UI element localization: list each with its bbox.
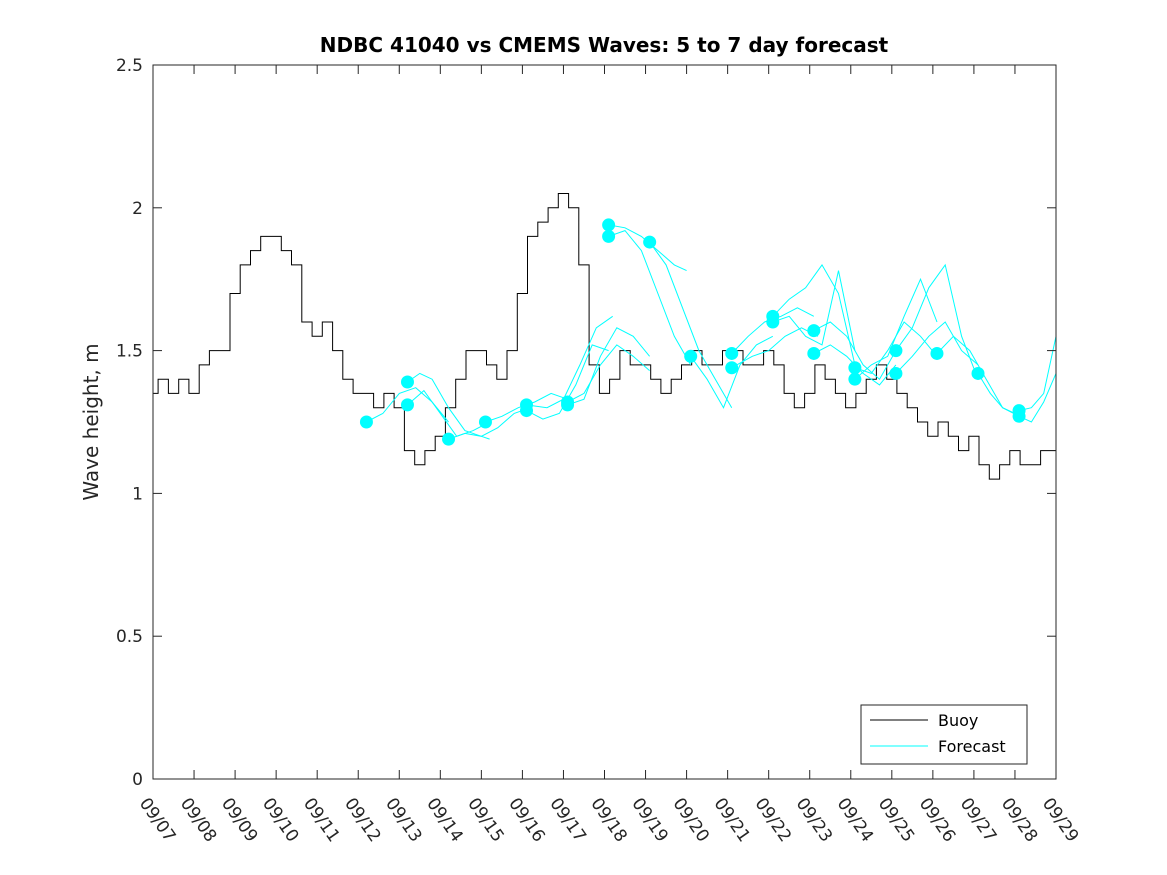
forecast-series-line	[895, 321, 979, 374]
legend-box	[860, 704, 1028, 765]
y-tick-label: 2.5	[116, 56, 143, 76]
forecast-marker	[807, 324, 821, 338]
forecast-series-line	[649, 241, 733, 408]
forecast-marker	[643, 235, 657, 249]
forecast-marker	[684, 349, 698, 363]
buoy-series-line	[153, 193, 1056, 480]
forecast-marker	[602, 229, 616, 243]
forecast-marker	[889, 344, 903, 358]
forecast-marker	[971, 366, 985, 380]
forecast-marker	[478, 415, 492, 429]
forecast-marker	[602, 218, 616, 232]
forecast-marker	[561, 398, 575, 412]
forecast-marker	[930, 346, 944, 360]
legend-buoy-label: Buoy	[938, 711, 978, 730]
forecast-marker	[400, 398, 414, 412]
forecast-marker	[889, 366, 903, 380]
y-tick-label: 0.5	[116, 627, 143, 647]
forecast-marker	[400, 375, 414, 389]
forecast-series-line	[526, 315, 613, 409]
forecast-series-line	[813, 321, 897, 380]
forecast-series-line	[1018, 373, 1057, 423]
forecast-marker	[1012, 404, 1026, 418]
y-tick-label: 1.5	[116, 342, 143, 362]
forecast-series-line	[895, 263, 979, 380]
forecast-marker	[848, 361, 862, 375]
marker-layer	[359, 218, 1026, 446]
forecast-marker	[725, 361, 739, 375]
forecast-marker	[442, 432, 456, 446]
y-tick-label: 1	[132, 484, 143, 504]
forecast-series-line	[608, 230, 692, 366]
y-tick-label: 2	[132, 199, 143, 219]
forecast-series-line	[977, 373, 1016, 414]
forecast-series-line	[567, 327, 650, 406]
y-axis: 0 0.5 1 1.5 2 2.5	[116, 56, 1056, 790]
forecast-series-line	[407, 389, 490, 437]
forecast-series-line	[567, 344, 650, 403]
forecast-series-line	[448, 407, 531, 440]
forecast-marker	[807, 346, 821, 360]
forecast-marker	[766, 315, 780, 329]
forecast-marker	[725, 346, 739, 360]
axes-background	[153, 65, 1056, 779]
y-tick-label: 0	[132, 770, 143, 790]
forecast-series-line	[772, 263, 856, 366]
forecast-marker	[359, 415, 373, 429]
forecast-marker	[848, 372, 862, 386]
forecast-series-line	[772, 270, 856, 351]
chart-title: NDBC 41040 vs CMEMS Waves: 5 to 7 day fo…	[320, 33, 889, 57]
legend-forecast-label: Forecast	[938, 737, 1006, 756]
legend: Buoy Forecast	[860, 704, 1028, 765]
forecast-marker	[520, 398, 534, 412]
forecast-series-line	[731, 327, 819, 369]
y-axis-label: Wave height, m	[79, 343, 103, 500]
forecast-series-line	[690, 335, 774, 409]
forecast-series-line	[854, 277, 938, 380]
plot-area	[152, 64, 1057, 780]
